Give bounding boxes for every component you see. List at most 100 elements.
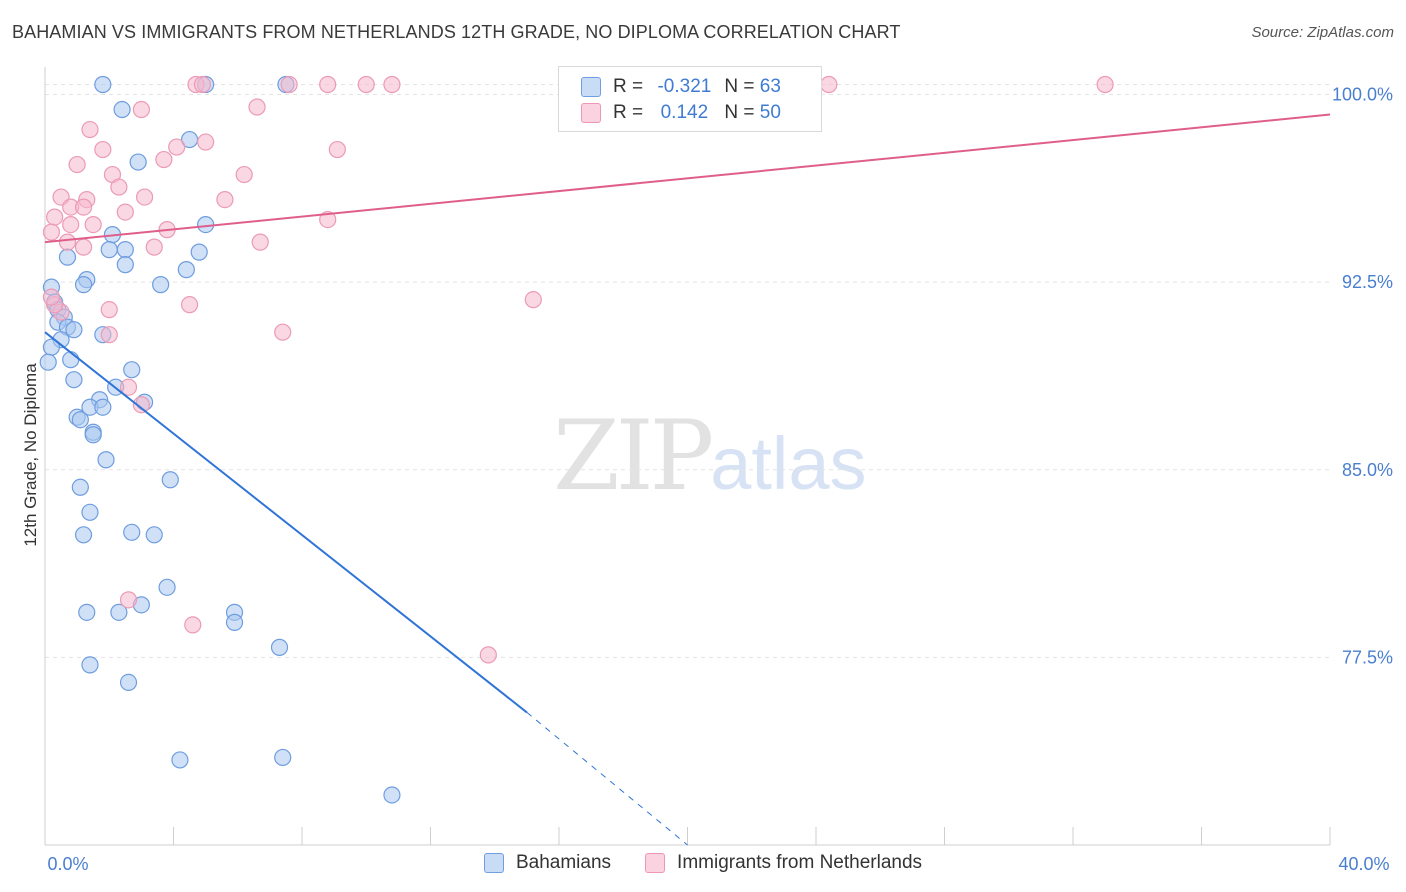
data-point-netherlands (119, 591, 138, 609)
data-point-netherlands (820, 75, 838, 94)
legend-item-bahamians: Bahamians (483, 852, 611, 874)
data-point-bahamians (94, 75, 112, 94)
data-point-bahamians (123, 361, 141, 379)
legend-r-label: R = (613, 76, 644, 97)
data-point-bahamians (39, 353, 57, 371)
data-point-netherlands (58, 233, 77, 251)
trend-line-bahamians-extension (526, 712, 688, 846)
data-point-bahamians (97, 451, 115, 469)
data-point-netherlands (479, 646, 497, 664)
data-point-bahamians (71, 411, 89, 429)
source-label: Source: ZipAtlas.com (1251, 24, 1394, 41)
data-point-bahamians (81, 503, 99, 521)
legend-n-value: 50 (759, 102, 781, 123)
data-point-bahamians (84, 426, 102, 444)
data-point-bahamians (116, 241, 134, 259)
legend-r-value: 0.142 (660, 102, 709, 123)
watermark-atlas: atlas (710, 422, 867, 505)
data-point-bahamians (94, 398, 112, 416)
legend-swatch-blue (581, 77, 601, 97)
data-point-bahamians (161, 471, 179, 489)
data-point-bahamians (225, 613, 244, 631)
legend-label-netherlands: Immigrants from Netherlands (677, 852, 923, 873)
legend-swatch-pink (581, 103, 601, 123)
data-point-netherlands (132, 396, 150, 414)
data-point-netherlands (280, 75, 298, 94)
data-point-netherlands (193, 75, 212, 94)
data-point-netherlands (119, 378, 138, 396)
data-point-netherlands (116, 203, 134, 221)
data-point-netherlands (132, 100, 150, 119)
data-point-bahamians (123, 523, 141, 541)
y-tick-label: 77.5% (1342, 647, 1393, 667)
y-tick-label: 92.5% (1342, 272, 1393, 292)
legend-n-value: 63 (759, 76, 781, 97)
data-point-bahamians (71, 478, 89, 496)
data-point-netherlands (42, 288, 61, 306)
data-point-bahamians (74, 276, 93, 294)
axes (44, 67, 1331, 846)
data-point-netherlands (110, 178, 128, 196)
data-point-netherlands (180, 296, 199, 314)
data-point-bahamians (116, 256, 134, 274)
legend-n-label: N = (724, 102, 755, 123)
series-netherlands (42, 75, 1114, 664)
data-point-netherlands (62, 216, 80, 234)
data-point-netherlands (94, 140, 112, 159)
data-point-netherlands (155, 150, 173, 169)
data-point-bahamians (274, 748, 292, 767)
data-point-netherlands (145, 238, 163, 256)
data-point-bahamians (145, 526, 163, 544)
data-point-netherlands (357, 75, 375, 94)
legend-swatch-pink (645, 853, 666, 873)
data-point-netherlands (274, 323, 292, 341)
data-point-netherlands (135, 188, 154, 206)
data-point-bahamians (383, 786, 401, 804)
data-point-bahamians (100, 241, 118, 259)
data-point-netherlands (100, 301, 118, 319)
watermark-zip: ZIP (553, 400, 714, 512)
data-point-bahamians (81, 656, 99, 674)
chart-title: BAHAMIAN VS IMMIGRANTS FROM NETHERLANDS … (12, 22, 901, 42)
correlation-legend: R = -0.321 N = 63 R = 0.142 N = 50 (558, 66, 822, 132)
data-point-netherlands (46, 208, 64, 226)
data-point-netherlands (42, 223, 61, 241)
data-point-netherlands (81, 120, 99, 139)
data-point-bahamians (197, 216, 215, 234)
data-point-netherlands (251, 233, 269, 251)
axis-labels: 100.0% 92.5% 85.0% 77.5% 0.0% 40.0% 12th Grade… (21, 85, 1393, 874)
data-point-bahamians (78, 603, 96, 621)
watermark: ZIPatlas (553, 400, 867, 512)
legend-row-bahamians: R = -0.321 N = 63 (559, 74, 781, 100)
legend-r-label: R = (613, 102, 644, 123)
data-point-bahamians (74, 526, 93, 544)
data-point-netherlands (216, 190, 234, 209)
data-point-netherlands (84, 216, 102, 234)
data-point-netherlands (1096, 75, 1114, 94)
data-point-netherlands (74, 238, 93, 256)
data-point-bahamians (171, 751, 189, 769)
data-point-bahamians (129, 153, 147, 171)
data-point-netherlands (524, 291, 542, 309)
legend-r-value: -0.321 (657, 76, 712, 97)
data-point-bahamians (110, 603, 128, 621)
data-point-bahamians (152, 276, 170, 294)
data-point-netherlands (197, 133, 215, 151)
series-bahamians (39, 75, 401, 804)
data-point-bahamians (119, 673, 138, 691)
data-point-netherlands (100, 326, 118, 344)
data-point-netherlands (328, 140, 346, 159)
data-point-bahamians (65, 321, 83, 339)
trend-line-netherlands (44, 113, 1331, 244)
data-point-bahamians (58, 248, 77, 266)
data-point-netherlands (235, 165, 253, 184)
data-point-netherlands (248, 98, 266, 116)
legend-item-netherlands: Immigrants from Netherlands (645, 852, 922, 874)
y-tick-label: 85.0% (1342, 460, 1393, 480)
x-tick-label: 0.0% (47, 854, 88, 874)
data-point-netherlands (319, 211, 337, 229)
data-point-bahamians (190, 243, 208, 261)
legend-swatch-blue (483, 853, 504, 873)
trend-lines (44, 113, 1331, 846)
data-point-bahamians (65, 371, 83, 389)
